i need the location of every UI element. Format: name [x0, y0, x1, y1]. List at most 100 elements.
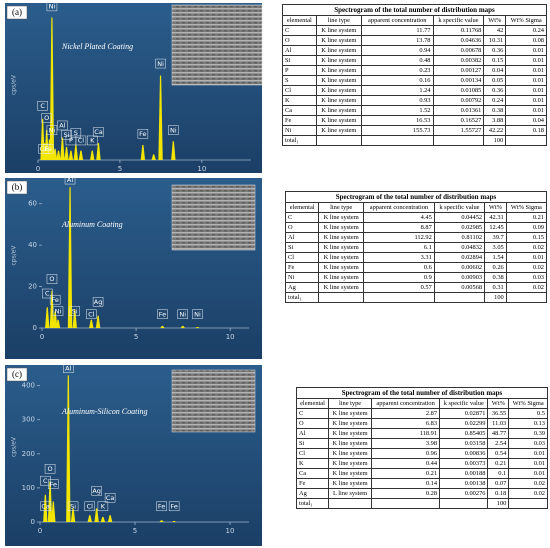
peak-label-box [37, 101, 48, 111]
table-cell: 0.14 [371, 478, 441, 489]
peak-label-text: Fe [158, 502, 165, 510]
table-row: Cl K line system 1.24 0.01085 0.36 0.01 [282, 85, 547, 96]
peak [52, 148, 58, 160]
table-cell: 0.38 [484, 272, 507, 283]
table-row: Si K line system 6.1 0.04832 3.05 0.02 [284, 242, 548, 253]
peak-label-text: Si [70, 502, 76, 510]
peak-label-text: Al [59, 122, 65, 130]
peak-label-box [44, 464, 56, 474]
table-cell: 0.02 [508, 478, 548, 489]
peak [159, 520, 164, 522]
table-cell: 3.98 [371, 438, 441, 449]
header-cell: elemental [295, 398, 330, 409]
y-tick-label: 200 [22, 450, 35, 458]
table-cell: 0.01 [505, 75, 547, 86]
table-cell: 0.00127 [432, 65, 485, 76]
table-cell [371, 498, 441, 509]
peak-label: Ni [52, 306, 64, 316]
peak-label-box [46, 274, 58, 284]
table-cell: 0.00188 [439, 468, 489, 479]
table-row: total₁ 100 [284, 292, 548, 303]
header-cell: Wt% [483, 15, 507, 26]
peak-label: Fe [157, 309, 168, 319]
table-cell: 112.92 [363, 232, 435, 243]
peak [151, 154, 156, 160]
table-cell: 0.85405 [439, 428, 489, 439]
peak-label: O [46, 274, 58, 284]
table-cell: K line system [315, 115, 362, 126]
table-cell: K line system [328, 448, 373, 459]
table-cell: 1.52 [360, 105, 434, 116]
peak-label-text: S [74, 129, 78, 137]
header-cell: Wt% [484, 202, 507, 213]
table-cell: 0.15 [505, 232, 548, 243]
peak-label: Ca [40, 501, 51, 512]
table-cell: K line system [328, 428, 373, 439]
table-cell: 42 [483, 25, 507, 36]
peak [89, 319, 94, 328]
table-cell: 0.1 [487, 468, 510, 479]
table-row: Ca K line system 1.52 0.01361 0.38 0.01 [282, 105, 547, 116]
table-cell: 1.54 [484, 252, 507, 263]
table-cell: 0.23 [360, 65, 434, 76]
peak-label-text: Cl [78, 137, 85, 145]
y-tick-label: 100 [22, 484, 35, 492]
table-row: Cl K line system 0.96 0.00836 0.54 0.01 [295, 448, 548, 459]
peak-label-box [52, 306, 64, 316]
table-cell [505, 292, 548, 303]
table-cell: 0.01 [508, 448, 548, 459]
table-cell [505, 135, 547, 146]
table-row: total₁ 100 [282, 135, 547, 146]
table-cell: C [282, 25, 317, 36]
x-tick-label: 10 [226, 527, 235, 535]
header-row: elemental line type apparent concentration… [295, 398, 548, 409]
peak-label-box [84, 501, 96, 512]
table-cell: 6.1 [363, 242, 435, 253]
table-cell: K line system [318, 252, 365, 263]
peak [100, 516, 106, 522]
peak-label-text: Ag [94, 298, 103, 306]
x-tick-label: 0 [38, 527, 42, 535]
table-cell: 0.01085 [432, 85, 485, 96]
table-cell [432, 135, 485, 146]
table-row: Si K line system 3.98 0.03158 2.54 0.03 [295, 438, 548, 449]
y-tick-label: 0 [31, 518, 35, 526]
peak [72, 309, 77, 328]
peak-label-box [57, 120, 68, 131]
peak-label: Si [61, 130, 72, 140]
peak-label-text: Ca [39, 145, 48, 153]
peak [171, 141, 176, 160]
peak-label-text: O [49, 275, 54, 283]
peak [73, 145, 79, 160]
peak [49, 17, 55, 160]
peak-label-text: K [101, 502, 106, 510]
data-table: Spectrogram of the total number of distr… [295, 387, 548, 509]
table-cell: 0.00276 [439, 488, 489, 499]
table-cell: K line system [315, 85, 362, 96]
table-cell [315, 135, 362, 146]
peak [44, 130, 49, 160]
table-cell: 0.07 [487, 478, 510, 489]
header-cell: apparent concentration [371, 398, 441, 409]
peak-label-text: Ca [41, 502, 50, 510]
table-cell: 0.01 [505, 95, 547, 106]
peak-label-text: Fe [170, 502, 177, 510]
peak-label-box [97, 501, 109, 512]
table-cell: Al [295, 428, 330, 439]
table-cell: 0.02 [505, 282, 548, 293]
table-cell: total₁ [295, 498, 330, 509]
table-row: Ni K line system 0.9 0.00903 0.38 0.03 [284, 272, 548, 283]
header-cell: k specific value [432, 15, 485, 26]
peak-label: Si [69, 306, 80, 316]
table-cell: 11.77 [360, 25, 434, 36]
peak-label-box [41, 113, 52, 123]
peak-label-box [46, 1, 58, 12]
table-cell: K line system [318, 242, 365, 253]
table-cell [328, 498, 373, 509]
peak-label: Si [67, 501, 79, 512]
header-row: elemental line type apparent concentration… [282, 15, 547, 26]
table-cell: Ni [282, 125, 317, 136]
